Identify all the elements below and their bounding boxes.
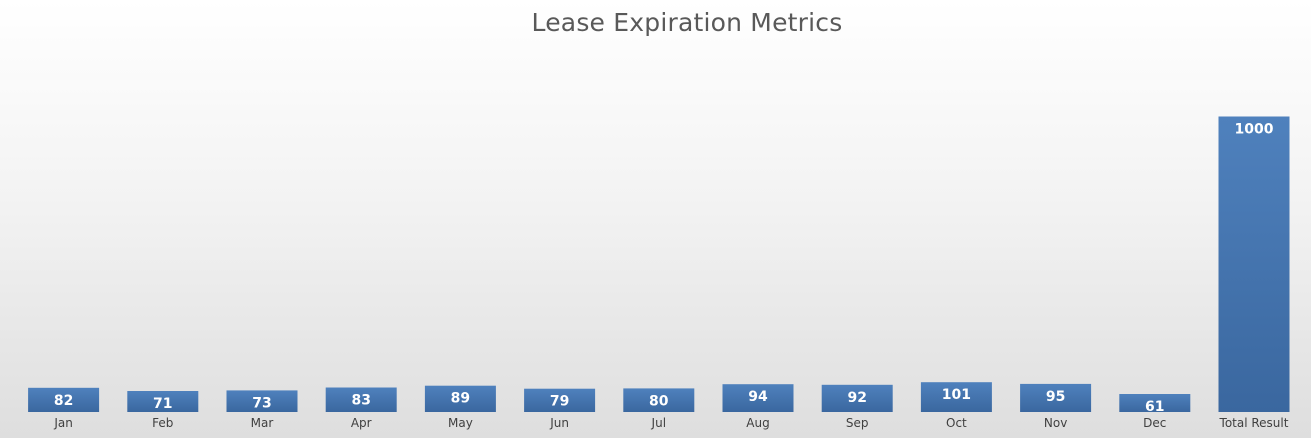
data-label: 101: [942, 387, 971, 403]
x-tick-label: Nov: [1044, 416, 1067, 430]
bar-oct: [920, 382, 992, 412]
x-tick-label: Sep: [846, 416, 869, 430]
bar-aug: [722, 384, 794, 412]
x-tick-label: Apr: [351, 416, 372, 430]
bar-jul: [623, 388, 695, 412]
data-label: 94: [748, 389, 768, 405]
bar-nov: [1020, 383, 1092, 412]
x-tick-label: Jan: [53, 416, 73, 430]
data-label: 1000: [1235, 122, 1274, 138]
data-label: 61: [1145, 399, 1164, 415]
bar-jan: [28, 387, 100, 412]
bar-apr: [325, 387, 397, 412]
data-label: 95: [1046, 389, 1065, 405]
bar-feb: [127, 391, 199, 412]
x-tick-label: Mar: [251, 416, 274, 430]
x-tick-label: Dec: [1143, 416, 1166, 430]
x-tick-label: Jul: [651, 416, 666, 430]
data-label: 92: [847, 390, 866, 406]
data-label: 71: [153, 396, 172, 412]
data-label: 73: [252, 395, 271, 411]
x-tick-label: Total Result: [1219, 416, 1289, 430]
x-tick-label: Aug: [746, 416, 769, 430]
data-label: 89: [451, 391, 470, 407]
bar-total-result: [1218, 116, 1290, 412]
data-label: 79: [550, 394, 569, 410]
bar-jun: [524, 388, 596, 412]
x-tick-label: Feb: [152, 416, 173, 430]
bar-dec: [1119, 394, 1191, 412]
x-tick-label: May: [448, 416, 473, 430]
data-label: 82: [54, 393, 73, 409]
bar-sep: [821, 384, 893, 412]
data-label: 80: [649, 393, 669, 409]
bar-may: [424, 385, 496, 412]
x-tick-label: Jun: [549, 416, 569, 430]
chart-title: Lease Expiration Metrics: [531, 8, 843, 37]
bar-mar: [226, 390, 298, 412]
data-label: 83: [351, 393, 370, 409]
x-tick-label: Oct: [946, 416, 967, 430]
